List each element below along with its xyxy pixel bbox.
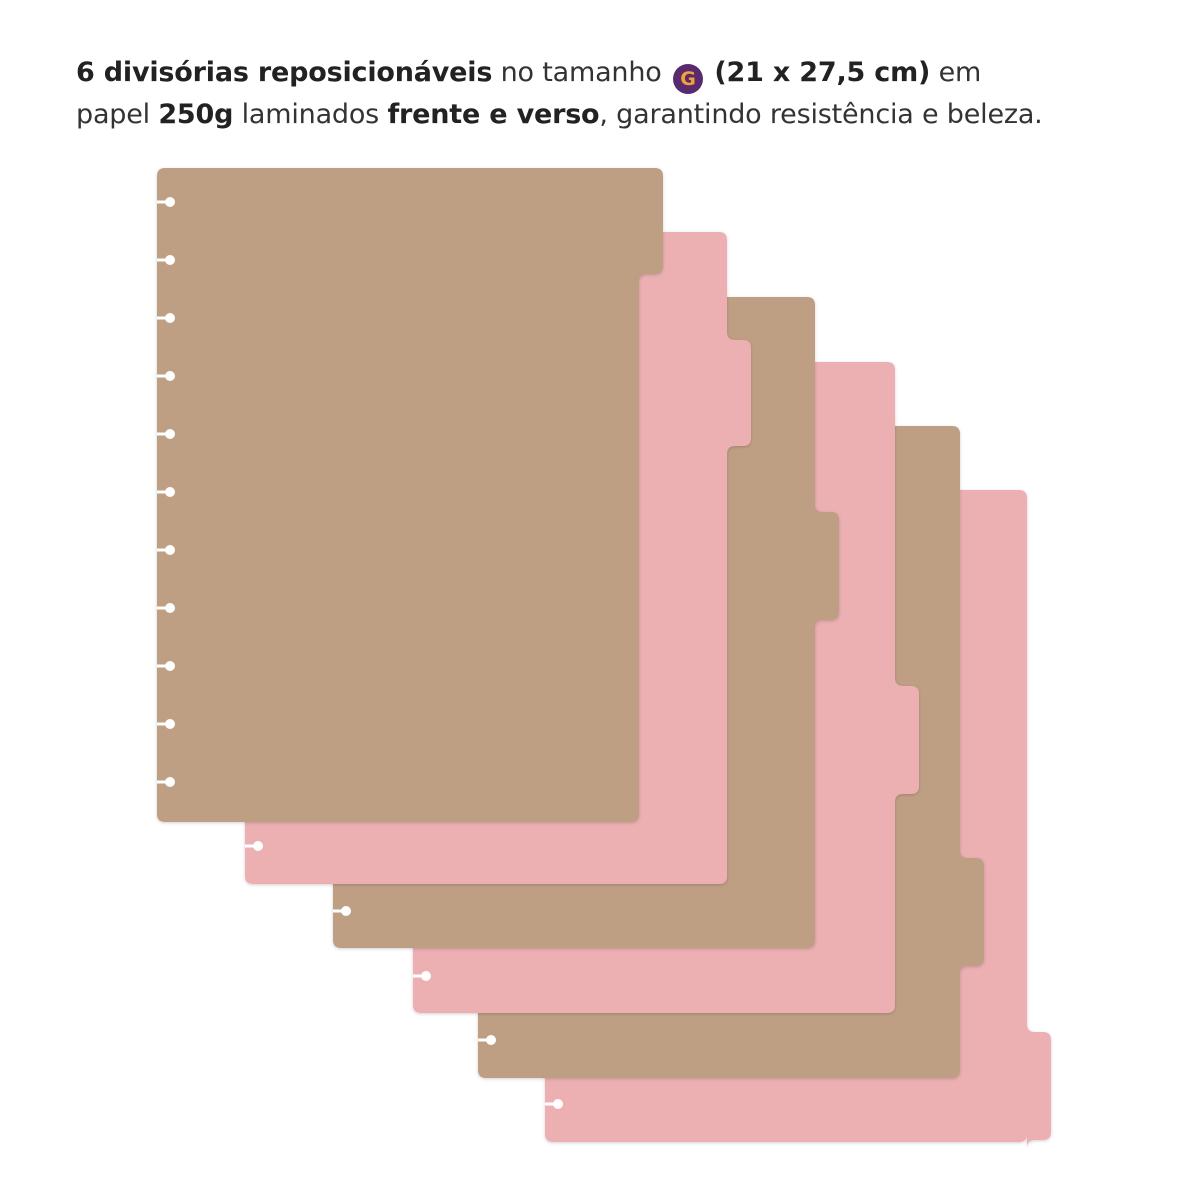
binder-hole-icon <box>157 371 175 381</box>
binder-hole-icon <box>157 313 175 323</box>
headline-size-text: no tamanho <box>500 57 662 88</box>
binder-hole-icon <box>157 777 175 787</box>
binder-hole-icon <box>157 545 175 555</box>
binder-hole-icon <box>157 429 175 439</box>
headline-em: em <box>938 57 982 88</box>
headline: 6 divisórias reposicionáveis no tamanho … <box>76 52 1186 135</box>
headline-weight: 250g <box>158 99 234 130</box>
headline-count: 6 divisórias reposicionáveis <box>76 57 493 88</box>
binder-hole-icon <box>157 487 175 497</box>
headline-paper: papel <box>76 99 150 130</box>
divider-1-sheet <box>157 168 663 822</box>
binder-hole-icon <box>413 971 431 981</box>
binder-hole-icon <box>157 255 175 265</box>
binder-hole-icon <box>157 661 175 671</box>
headline-front-back: frente e verso <box>387 99 600 130</box>
binder-hole-icon <box>157 719 175 729</box>
binder-hole-icon <box>545 1099 563 1109</box>
headline-ending: , garantindo resistência e beleza. <box>599 99 1043 130</box>
binder-hole-icon <box>157 603 175 613</box>
divider-1 <box>157 168 663 822</box>
headline-line-1: 6 divisórias reposicionáveis no tamanho … <box>76 52 1186 94</box>
headline-dimensions: (21 x 27,5 cm) <box>714 57 931 88</box>
binder-hole-icon <box>245 841 263 851</box>
headline-line-2: papel 250g laminados frente e verso, gar… <box>76 94 1186 135</box>
binder-hole-icon <box>333 906 351 916</box>
headline-laminated: laminados <box>241 99 380 130</box>
binder-hole-icon <box>478 1035 496 1045</box>
size-g-badge-icon: G <box>672 64 703 94</box>
binder-hole-icon <box>157 197 175 207</box>
